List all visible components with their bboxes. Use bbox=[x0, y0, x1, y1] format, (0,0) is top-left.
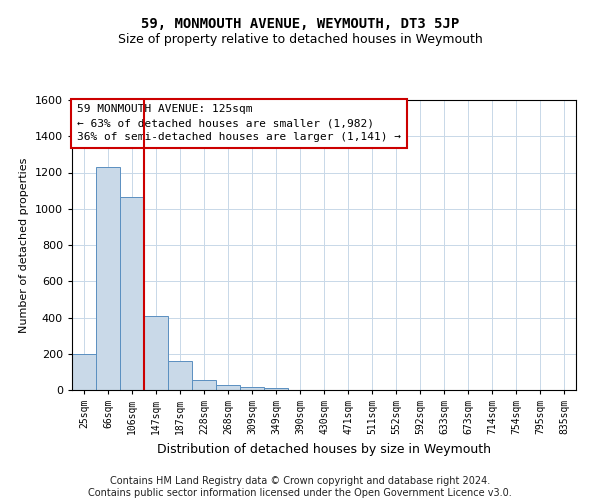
Text: Size of property relative to detached houses in Weymouth: Size of property relative to detached ho… bbox=[118, 32, 482, 46]
Bar bbox=[144, 316, 168, 390]
Bar bbox=[240, 388, 264, 390]
Text: 59, MONMOUTH AVENUE, WEYMOUTH, DT3 5JP: 59, MONMOUTH AVENUE, WEYMOUTH, DT3 5JP bbox=[141, 18, 459, 32]
Bar bbox=[120, 197, 144, 390]
Text: 59 MONMOUTH AVENUE: 125sqm
← 63% of detached houses are smaller (1,982)
36% of s: 59 MONMOUTH AVENUE: 125sqm ← 63% of deta… bbox=[77, 104, 401, 142]
Bar bbox=[216, 386, 240, 390]
Bar bbox=[168, 361, 192, 390]
Bar bbox=[72, 354, 96, 390]
Bar bbox=[96, 167, 120, 390]
X-axis label: Distribution of detached houses by size in Weymouth: Distribution of detached houses by size … bbox=[157, 442, 491, 456]
Text: Contains HM Land Registry data © Crown copyright and database right 2024.
Contai: Contains HM Land Registry data © Crown c… bbox=[88, 476, 512, 498]
Bar bbox=[264, 388, 288, 390]
Bar bbox=[192, 380, 216, 390]
Y-axis label: Number of detached properties: Number of detached properties bbox=[19, 158, 29, 332]
